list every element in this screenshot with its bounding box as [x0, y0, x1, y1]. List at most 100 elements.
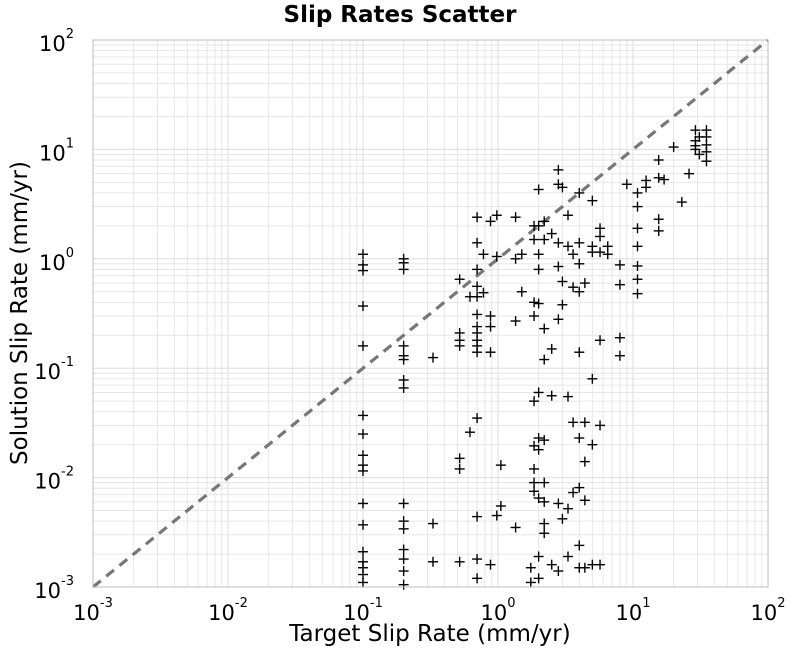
data-point [485, 559, 496, 570]
y-tick-label: 101 [39, 136, 74, 165]
data-point [529, 311, 540, 322]
data-point [358, 577, 368, 588]
data-point [595, 247, 606, 258]
data-point [587, 195, 598, 206]
data-point [358, 465, 368, 476]
data-point [539, 496, 550, 507]
data-point [546, 390, 557, 401]
data-point [553, 498, 564, 509]
data-point [529, 486, 540, 497]
data-point [574, 433, 585, 444]
data-point [398, 544, 409, 555]
data-point [472, 309, 483, 320]
data-point [579, 495, 590, 506]
data-point [516, 286, 527, 297]
data-point [358, 450, 368, 461]
data-point [632, 274, 643, 285]
data-point [510, 522, 521, 533]
data-point [510, 212, 521, 223]
data-point [491, 510, 502, 521]
data-point [614, 332, 625, 343]
data-point [595, 420, 606, 431]
data-point [495, 460, 506, 471]
data-point [358, 519, 368, 530]
data-point [595, 231, 606, 242]
data-point [398, 264, 409, 275]
data-point [427, 352, 438, 363]
data-point [533, 433, 544, 444]
data-point [358, 340, 368, 351]
data-point [485, 216, 496, 227]
reference-line [91, 38, 770, 589]
x-tick-label: 10-1 [343, 596, 383, 625]
data-point [485, 347, 496, 358]
data-point [533, 387, 544, 398]
data-point [529, 297, 540, 308]
data-point [653, 214, 664, 225]
data-point [557, 513, 568, 524]
data-point [553, 237, 564, 248]
data-point [641, 175, 652, 186]
data-point [632, 260, 643, 271]
data-point [427, 518, 438, 529]
data-point [614, 259, 625, 270]
y-axis-label: Solution Slip Rate (mm/yr) [7, 161, 33, 465]
data-point [478, 249, 489, 260]
data-point [632, 223, 643, 234]
chart-title: Slip Rates Scatter [284, 2, 518, 28]
data-point [427, 556, 438, 567]
data-point [676, 197, 687, 208]
data-point [568, 249, 579, 260]
data-point [533, 551, 544, 562]
data-point [553, 314, 564, 325]
data-point [632, 201, 643, 212]
data-point [602, 249, 613, 260]
data-point [587, 373, 598, 384]
data-point [358, 249, 368, 260]
data-point [632, 241, 643, 252]
data-point [659, 174, 670, 185]
data-point [539, 435, 550, 446]
data-point [557, 182, 568, 193]
data-point [632, 187, 643, 198]
x-tick-label: 101 [615, 596, 650, 625]
data-point [546, 228, 557, 239]
x-tick-label: 10-3 [73, 596, 113, 625]
data-point [398, 382, 409, 393]
y-tick-label: 10-2 [34, 465, 74, 494]
data-point [398, 523, 409, 534]
data-point [529, 234, 540, 245]
data-point [358, 429, 368, 440]
y-tick-label: 10-1 [34, 355, 74, 384]
data-point [574, 258, 585, 269]
data-point [491, 251, 502, 262]
data-point [478, 287, 489, 298]
data-point [653, 225, 664, 236]
data-point [510, 253, 521, 264]
plot-frame [92, 39, 769, 588]
data-point [562, 551, 573, 562]
y-tick-label: 100 [39, 246, 74, 275]
data-point [632, 288, 643, 299]
data-point [485, 311, 496, 322]
x-tick-labels: 10-3 10-2 10-1 100 101 102 [73, 596, 785, 625]
data-point [539, 234, 550, 245]
y-tick-labels: 10-3 10-2 10-1 100 101 102 [34, 27, 74, 603]
data-point [358, 265, 368, 276]
data-point [579, 278, 590, 289]
data-point [562, 503, 573, 514]
data-point [539, 323, 550, 334]
data-point [398, 340, 409, 351]
data-point [684, 168, 695, 179]
data-point [454, 453, 465, 464]
data-point [562, 210, 573, 221]
data-point [472, 291, 483, 302]
data-point [562, 391, 573, 402]
data-point [653, 172, 664, 183]
data-point [557, 276, 568, 287]
data-point [454, 274, 465, 285]
data-point [398, 498, 409, 509]
data-point [529, 463, 540, 474]
data-point [533, 493, 544, 504]
data-point [454, 463, 465, 474]
